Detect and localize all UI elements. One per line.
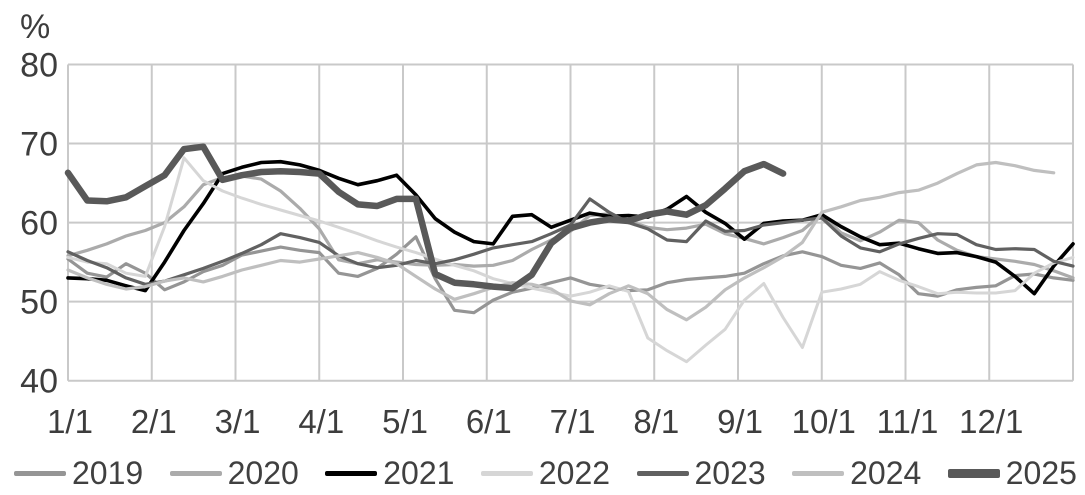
legend-item-2021: 2021 bbox=[325, 457, 454, 489]
chart-axis-labels: % 40 50 60 70 80 1/1 2/1 3/1 4/1 5/1 6/1 7/1 8/1 9/1 1… bbox=[20, 8, 1023, 440]
x-tick-9/1: 9/1 bbox=[717, 403, 763, 440]
series-line-2022 bbox=[66, 156, 1075, 364]
x-tick-11/1: 11/1 bbox=[877, 403, 939, 440]
legend-swatch-2023 bbox=[636, 470, 689, 476]
legend-item-2025: 2025 bbox=[947, 455, 1077, 491]
y-tick-70: 70 bbox=[20, 126, 58, 164]
x-tick-6/1: 6/1 bbox=[466, 403, 512, 440]
chart-gridlines bbox=[67, 63, 1074, 382]
y-tick-80: 80 bbox=[20, 47, 58, 85]
legend-swatch-2022 bbox=[480, 470, 533, 476]
legend-item-2023: 2023 bbox=[636, 455, 766, 491]
x-tick-1/1: 1/1 bbox=[47, 403, 93, 440]
legend-label-2025: 2025 bbox=[1005, 455, 1077, 491]
y-tick-60: 60 bbox=[20, 205, 58, 243]
legend-label-2020: 2020 bbox=[227, 455, 299, 491]
legend-label-2021: 2021 bbox=[383, 455, 455, 491]
x-tick-4/1: 4/1 bbox=[298, 403, 344, 440]
legend-swatch-2020 bbox=[169, 470, 222, 476]
legend-swatch-2024 bbox=[792, 470, 845, 476]
legend-item-2020: 2020 bbox=[169, 455, 299, 491]
legend-swatch-2021 bbox=[325, 470, 378, 476]
legend-item-2022: 2022 bbox=[480, 455, 611, 491]
legend-item-2019: 2019 bbox=[14, 457, 143, 489]
y-tick-50: 50 bbox=[20, 284, 58, 322]
series-line-2024 bbox=[66, 160, 1056, 322]
x-tick-3/1: 3/1 bbox=[215, 403, 261, 440]
x-tick-8/1: 8/1 bbox=[633, 403, 679, 440]
chart-legend: 2019 2020 2021 2022 2023 2024 2025 bbox=[0, 457, 1085, 489]
legend-swatch-2025 bbox=[947, 468, 1000, 478]
legend-label-2019: 2019 bbox=[72, 455, 144, 491]
chart-canvas: % 40 50 60 70 80 1/1 2/1 3/1 4/1 5/1 6/1 7/1 8/1 9/1 1… bbox=[20, 8, 1075, 440]
y-axis-unit-label: % bbox=[20, 8, 50, 46]
chart-series-lines bbox=[64, 143, 1075, 364]
legend-label-2022: 2022 bbox=[538, 455, 611, 491]
legend-swatch-2019 bbox=[14, 470, 66, 476]
legend-label-2023: 2023 bbox=[694, 455, 766, 491]
series-line-2025 bbox=[64, 143, 787, 292]
legend-item-2024: 2024 bbox=[792, 457, 921, 489]
legend-label-2024: 2024 bbox=[850, 455, 922, 491]
y-tick-40: 40 bbox=[20, 363, 58, 401]
x-tick-5/1: 5/1 bbox=[382, 403, 428, 440]
x-tick-7/1: 7/1 bbox=[550, 403, 596, 440]
x-tick-2/1: 2/1 bbox=[131, 403, 177, 440]
series-line-2021 bbox=[66, 159, 1075, 296]
x-tick-10/1: 10/1 bbox=[792, 403, 856, 440]
x-tick-12/1: 12/1 bbox=[959, 403, 1023, 440]
